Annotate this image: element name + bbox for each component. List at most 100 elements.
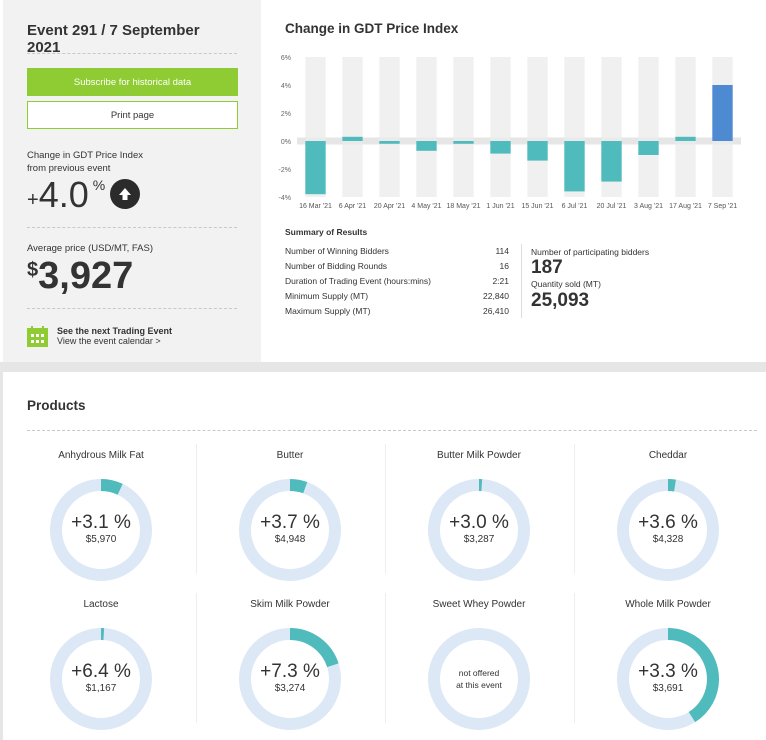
bar[interactable]: [675, 136, 696, 141]
product-card[interactable]: Skim Milk Powder +7.3 % $3,274: [196, 584, 384, 731]
calendar-icon: [27, 326, 48, 352]
product-donut: +3.6 % $4,328: [616, 478, 720, 582]
bidders-value: 187: [531, 257, 563, 278]
summary-label: Minimum Supply (MT): [285, 291, 369, 301]
products-title: Products: [27, 398, 86, 413]
x-tick-label: 7 Sep '21: [708, 203, 737, 210]
event-summary-sidebar: Event 291 / 7 September 2021 Subscribe f…: [3, 0, 261, 362]
event-header-panel: Event 291 / 7 September 2021 Subscribe f…: [0, 0, 766, 362]
bar-background: [638, 57, 659, 197]
bar-background: [416, 57, 437, 197]
donut-share-arc: [617, 628, 719, 730]
bar[interactable]: [342, 136, 363, 141]
product-card[interactable]: Butter +3.7 % $4,948: [196, 435, 384, 582]
product-card[interactable]: Whole Milk Powder +3.3 % $3,691: [574, 584, 762, 731]
summary-label: Maximum Supply (MT): [285, 306, 371, 316]
product-card[interactable]: Cheddar +3.6 % $4,328: [574, 435, 762, 582]
product-donut: +6.4 % $1,167: [49, 627, 153, 731]
qty-label: Quantity sold (MT): [531, 279, 601, 289]
event-title: Event 291 / 7 September 2021: [27, 22, 200, 56]
divider: [27, 53, 237, 54]
change-unit: %: [92, 177, 106, 193]
not-offered-text: not offered: [458, 668, 500, 678]
y-tick-label: 0%: [281, 139, 291, 146]
product-change: +3.7 %: [260, 511, 320, 533]
bar[interactable]: [490, 141, 511, 154]
product-price: $5,970: [85, 533, 117, 545]
product-name: Butter: [276, 450, 304, 461]
bar[interactable]: [453, 141, 474, 144]
calendar-link[interactable]: View the event calendar >: [57, 336, 161, 346]
y-tick-label: -4%: [279, 195, 291, 202]
column-divider: [196, 593, 197, 723]
qty-value: 25,093: [531, 290, 590, 311]
arrow-up-icon: [110, 179, 141, 209]
bar[interactable]: [712, 85, 733, 141]
next-event-text: See the next Trading Event: [57, 326, 173, 336]
price-index-chart: 6% 4% 2% 0% -2% -4% 16 Mar '21 6 Apr '21 20 Apr …: [279, 55, 741, 210]
x-tick-label: 6 Jul '21: [562, 203, 588, 210]
x-tick-label: 16 Mar '21: [299, 203, 332, 210]
currency-symbol: $: [27, 259, 39, 281]
product-name: Butter Milk Powder: [437, 450, 521, 461]
summary-value: 114: [495, 246, 509, 256]
column-divider: [574, 593, 575, 723]
bar[interactable]: [564, 141, 585, 192]
avg-price-value: $ 3,927: [27, 255, 237, 297]
donut-track: [428, 628, 530, 730]
summary-label: Number of Winning Bidders: [285, 246, 389, 256]
chart-title: Change in GDT Price Index: [285, 21, 459, 36]
divider: [521, 244, 522, 318]
bar[interactable]: [305, 141, 326, 195]
product-donut: not offered at this event: [427, 627, 531, 731]
x-tick-label: 1 Jun '21: [486, 203, 514, 210]
bar-background: [527, 57, 548, 197]
summary-row: Duration of Trading Event (hours:mins) 2:…: [285, 276, 509, 286]
product-change: +3.1 %: [71, 511, 131, 533]
divider: [27, 430, 757, 431]
chart-panel: Change in GDT Price Index 6% 4% 2% 0% -2% -4%…: [261, 0, 766, 362]
product-card[interactable]: Butter Milk Powder +3.0 % $3,287: [385, 435, 573, 582]
column-divider: [574, 444, 575, 574]
column-divider: [196, 444, 197, 574]
next-event-link[interactable]: See the next Trading Event View the even…: [27, 326, 237, 352]
summary-title: Summary of Results: [285, 227, 368, 237]
bar[interactable]: [527, 141, 548, 161]
product-price: $4,948: [274, 533, 306, 545]
product-change: +3.3 %: [638, 660, 698, 682]
products-panel: Products Anhydrous Milk Fat +3.1 % $5,970 B…: [3, 372, 766, 740]
avg-price-number: 3,927: [38, 255, 134, 297]
bar[interactable]: [416, 141, 437, 151]
bar[interactable]: [379, 141, 400, 144]
summary-label: Number of Bidding Rounds: [285, 261, 388, 271]
bar[interactable]: [601, 141, 622, 182]
product-donut: +7.3 % $3,274: [238, 627, 342, 731]
product-change: +7.3 %: [260, 660, 320, 682]
product-card[interactable]: Sweet Whey Powder not offered at this even…: [385, 584, 573, 731]
y-tick-label: 4%: [281, 83, 291, 90]
x-tick-label: 17 Aug '21: [669, 203, 702, 210]
summary-value: 22,840: [483, 291, 509, 301]
bar[interactable]: [638, 141, 659, 155]
change-value: + 4.0 %: [27, 175, 237, 221]
product-name: Whole Milk Powder: [625, 599, 711, 610]
change-number: 4.0: [38, 174, 89, 215]
bar-background: [453, 57, 474, 197]
column-divider: [385, 444, 386, 574]
donut-share-arc: [428, 479, 530, 581]
change-label: Change in GDT Price Index: [27, 150, 143, 161]
product-card[interactable]: Anhydrous Milk Fat +3.1 % $5,970: [7, 435, 195, 582]
summary-row: Maximum Supply (MT) 26,410: [285, 306, 509, 316]
product-name: Sweet Whey Powder: [432, 599, 526, 610]
product-price: $3,691: [652, 682, 684, 694]
donut-share-arc: [239, 479, 341, 581]
print-page-button[interactable]: Print page: [27, 101, 238, 129]
product-name: Anhydrous Milk Fat: [58, 450, 144, 461]
subscribe-button[interactable]: Subscribe for historical data: [27, 68, 238, 96]
y-tick-label: 2%: [281, 111, 291, 118]
avg-price-label: Average price (USD/MT, FAS): [27, 243, 154, 254]
bidders-label: Number of participating bidders: [531, 247, 650, 257]
product-card[interactable]: Lactose +6.4 % $1,167: [7, 584, 195, 731]
summary-label: Duration of Trading Event (hours:mins): [285, 276, 431, 286]
x-tick-label: 4 May '21: [411, 203, 441, 210]
